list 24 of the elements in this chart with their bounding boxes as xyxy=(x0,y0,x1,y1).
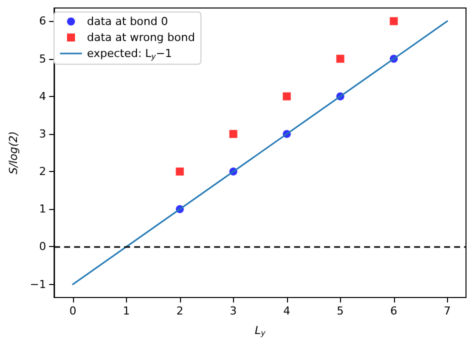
legend-label: data at wrong bond xyxy=(87,31,195,44)
point xyxy=(229,130,238,138)
x-tick-label: 7 xyxy=(444,304,451,318)
point xyxy=(336,54,344,63)
point xyxy=(390,17,398,26)
x-tick-label: 5 xyxy=(336,304,344,318)
y-tick-label: −1 xyxy=(30,278,46,291)
y-tick-label: 1 xyxy=(39,202,46,216)
y-tick-label: 4 xyxy=(39,90,46,103)
y-tick-label: 0 xyxy=(39,240,46,254)
y-tick-label: 5 xyxy=(39,52,46,66)
x-tick-label: 6 xyxy=(390,304,398,318)
y-tick-label: 2 xyxy=(39,165,46,178)
x-tick-label: 4 xyxy=(283,304,290,318)
x-tick-label: 1 xyxy=(122,304,130,318)
x-tick-label: 2 xyxy=(176,304,184,318)
point xyxy=(176,168,184,176)
y-tick-label: 6 xyxy=(39,14,46,28)
x-tick-label: 3 xyxy=(230,304,237,318)
legend-label: data at bond 0 xyxy=(87,15,168,28)
x-tick-label: 0 xyxy=(69,304,76,318)
point xyxy=(282,92,291,100)
y-tick-label: 3 xyxy=(39,127,46,140)
y-axis-title: S/log(2) xyxy=(7,131,20,174)
